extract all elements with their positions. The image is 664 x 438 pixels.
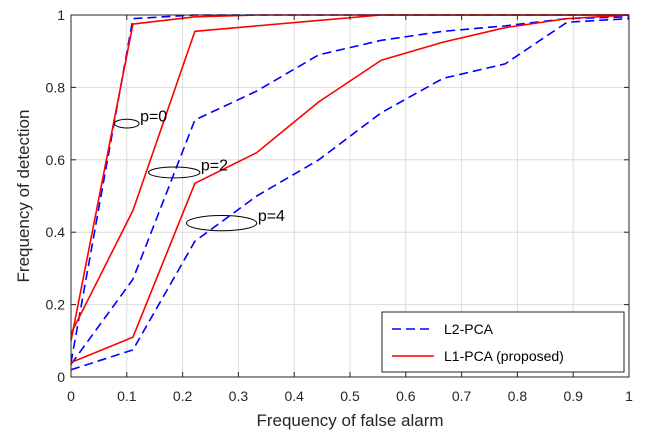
annotations-group: p=0 p=2 p=4 (114, 109, 285, 232)
x-tick-label: 0.6 (396, 388, 416, 404)
annotation-ellipse-p=0 (114, 118, 140, 129)
series-line-p=4-l1-pca (71, 14, 629, 364)
x-tick-label: 0.8 (508, 388, 528, 404)
x-tick-label: 0.2 (173, 388, 193, 404)
y-tick-label: 0.8 (46, 79, 66, 95)
ticks-group: 0 0.1 0.2 0.3 0.4 0.5 0.6 0.7 0.8 0.9 1 0 0.2 0.4 0.6 0… (46, 7, 634, 404)
legend: L2-PCA L1-PCA (proposed) (381, 311, 625, 373)
x-tick-label: 0.9 (563, 388, 583, 404)
y-tick-label: 0.4 (46, 224, 66, 240)
x-tick-label: 0 (67, 388, 75, 404)
annotation-label-p=0: p=0 (140, 109, 167, 126)
y-axis-label: Frequency of detection (14, 110, 33, 283)
y-tick-label: 0 (57, 369, 65, 385)
x-tick-label: 0.5 (340, 388, 360, 404)
legend-label-1: L1-PCA (proposed) (444, 348, 564, 364)
legend-box (381, 311, 625, 373)
legend-label-0: L2-PCA (444, 321, 494, 337)
x-tick-label: 1 (625, 388, 633, 404)
annotation-label-p=4: p=4 (258, 208, 285, 225)
series-line-p=2-l2-pca (71, 16, 629, 365)
annotation-ellipse-p=2 (148, 166, 201, 179)
y-tick-label: 0.2 (46, 297, 66, 313)
annotation-ellipse-p=4 (186, 215, 258, 232)
x-axis-label: Frequency of false alarm (256, 411, 443, 430)
x-tick-label: 0.7 (452, 388, 472, 404)
x-tick-label: 0.1 (117, 388, 137, 404)
annotation-label-p=2: p=2 (201, 157, 228, 174)
x-tick-label: 0.4 (284, 388, 304, 404)
series-line-p=4-l2-pca (71, 17, 629, 371)
y-tick-label: 0.6 (46, 152, 66, 168)
y-tick-label: 1 (57, 7, 65, 23)
x-tick-label: 0.3 (229, 388, 249, 404)
